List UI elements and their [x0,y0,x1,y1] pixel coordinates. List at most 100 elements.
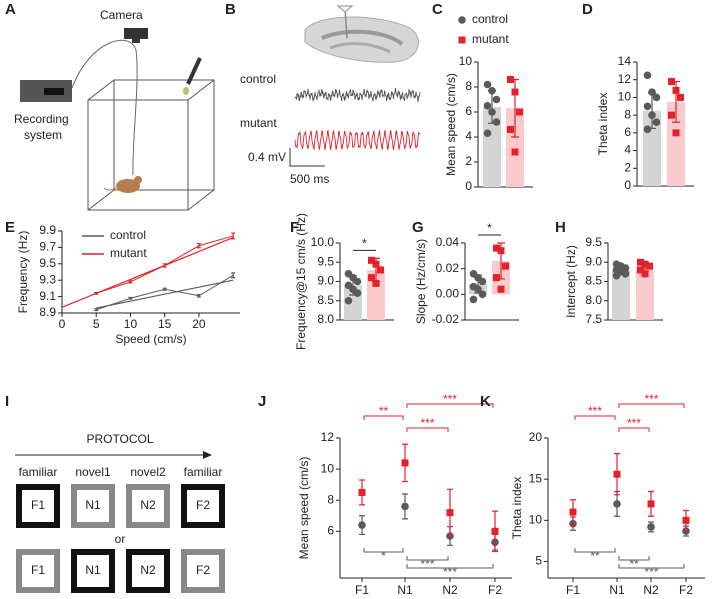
error-bar [231,272,236,279]
phase-label: familiar [19,465,58,479]
data-line [96,274,234,311]
panel-letter: B [225,1,236,18]
y-tick-label: 8.5 [585,274,602,288]
significance-label: *** [420,557,434,571]
legend-label: control [110,228,146,242]
legend-marker [458,16,466,24]
arena-box [181,549,225,593]
y-axis-label: Slope (Hz/cm/s) [414,239,428,324]
data-point [668,77,675,85]
data-point [377,266,384,274]
y-tick-label: 9.0 [317,274,334,288]
recording-label: Recording [14,112,69,126]
y-axis-label: Mean speed (cm/s) [297,457,311,560]
trace-label: control [240,72,276,86]
y-tick-label: 0 [465,179,472,193]
data-point [516,108,523,116]
significance-label: *** [443,565,457,579]
data-point [358,488,366,496]
phase-label: novel1 [75,465,111,479]
data-point [646,262,653,270]
pipette [183,57,202,95]
data-point [344,296,353,305]
y-tick-label: 9.1 [39,289,56,303]
panel-letter: G [412,219,424,236]
y-tick-label: 8.9 [39,305,56,319]
data-point [643,102,652,111]
data-point [677,93,684,101]
data-point [643,125,652,134]
y-tick-label: 6 [624,125,631,139]
wire [71,39,138,176]
significance-bracket [618,556,650,561]
scale-bar [289,148,325,167]
data-point [483,129,492,138]
data-point [641,270,649,278]
x-tick-label: F1 [355,583,369,597]
data-point [621,270,630,278]
data-point [682,527,690,535]
significance-bracket [363,415,404,420]
data-point [652,93,661,102]
x-tick-label: 5 [93,317,100,331]
data-point [497,285,505,293]
data-point [569,508,577,516]
error-bar [162,263,167,268]
data-point [368,274,375,282]
trace-label: mutant [240,116,277,130]
arena-box [126,549,170,593]
significance-label: * [487,221,492,235]
y-tick-label: 14 [618,54,632,68]
y-tick-label: 8 [624,107,631,121]
error-bar [672,80,680,123]
bar [367,269,385,320]
y-tick-label: 12 [618,72,632,86]
box-label: F1 [31,563,45,577]
data-point [637,258,644,266]
y-tick-label: 7.5 [585,312,602,326]
error-bar [617,265,625,275]
data-point [493,274,500,282]
error-bar [349,275,357,296]
panel-letter: E [5,219,15,236]
y-tick-label: 8.5 [317,293,334,307]
data-point [507,126,514,133]
y-tick-label: 5 [535,554,542,568]
y-axis-label: Frequency (Hz) [16,231,30,314]
arena-box [16,549,60,593]
data-point [483,80,492,89]
y-axis-label: Theta index [510,477,524,540]
error-bar [196,243,201,249]
error-bar [196,293,201,298]
significance-bracket [406,403,494,408]
significance-bracket [574,548,616,553]
arena-box [71,484,115,528]
legend-label: control [472,12,508,26]
x-axis-label: Speed (cm/s) [115,332,186,346]
error-bar [372,257,380,283]
x-tick-label: N1 [397,583,413,597]
arena-box [16,484,60,528]
data-point [372,279,380,287]
box-label: N2 [140,563,156,577]
data-point [637,266,644,274]
x-tick-label: N1 [609,583,625,597]
error-bar [162,287,167,291]
significance-label: ** [590,549,600,563]
y-tick-label: 9.5 [39,256,56,270]
y-tick-label: 9.5 [585,235,602,249]
significance-label: *** [644,392,658,406]
x-tick-label: 15 [158,317,172,331]
data-point [507,76,514,83]
y-tick-label: 6 [327,524,334,538]
y-tick-label: 9.0 [585,254,602,268]
scale-label: 0.4 mV [248,150,286,164]
y-tick-label: 10.0 [311,235,335,249]
y-tick-label: 10 [459,54,473,68]
y-tick-label: 0.02 [436,261,460,275]
error-bar [128,296,133,300]
data-point [492,95,501,104]
fit-line [61,237,234,308]
y-tick-label: 6 [465,104,472,118]
